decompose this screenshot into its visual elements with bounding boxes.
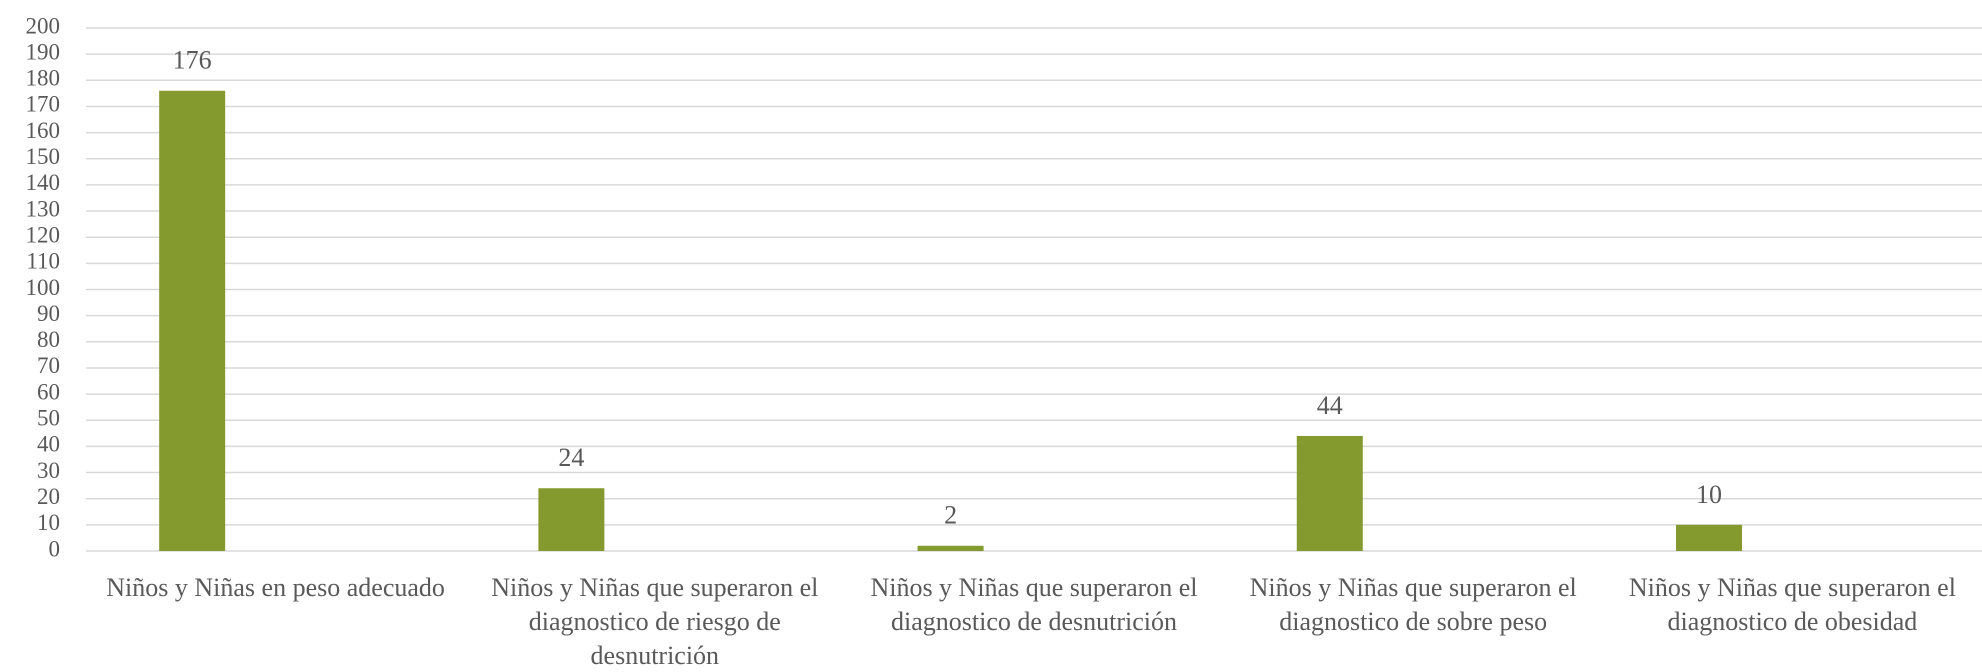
y-tick-label: 140 xyxy=(26,170,61,195)
data-label: 2 xyxy=(944,501,957,530)
x-tick-label: Niños y Niñas en peso adecuado xyxy=(106,573,445,602)
y-tick-label: 120 xyxy=(26,222,61,247)
y-tick-label: 100 xyxy=(26,275,61,300)
y-tick-label: 150 xyxy=(26,144,61,169)
bar xyxy=(1296,435,1363,551)
y-tick-label: 60 xyxy=(37,379,60,404)
y-tick-label: 40 xyxy=(37,432,60,457)
y-tick-label: 170 xyxy=(26,92,61,117)
data-label: 10 xyxy=(1696,480,1722,509)
y-tick-label: 70 xyxy=(37,353,60,378)
y-tick-label: 90 xyxy=(37,301,60,326)
y-tick-label: 30 xyxy=(37,458,60,483)
y-tick-label: 130 xyxy=(26,196,61,221)
y-tick-label: 0 xyxy=(49,536,61,561)
y-tick-label: 10 xyxy=(37,510,60,535)
data-label: 176 xyxy=(173,46,212,75)
x-tick-label: Niños y Niñas que superaron el diagnostic… xyxy=(1250,573,1577,636)
bar xyxy=(159,90,226,551)
y-tick-label: 110 xyxy=(26,249,60,274)
y-tick-label: 180 xyxy=(26,66,61,91)
x-tick-label: Niños y Niñas que superaron el diagnostic… xyxy=(491,573,818,670)
x-tick-label: Niños y Niñas que superaron el diagnostic… xyxy=(1629,573,1956,636)
x-tick-label: Niños y Niñas que superaron el diagnostic… xyxy=(870,573,1197,636)
bar xyxy=(538,488,605,551)
data-label: 24 xyxy=(558,443,584,472)
y-tick-label: 160 xyxy=(26,118,61,143)
y-tick-label: 80 xyxy=(37,327,60,352)
bar xyxy=(1675,524,1742,551)
y-tick-label: 20 xyxy=(37,484,60,509)
data-label: 44 xyxy=(1317,391,1343,420)
bar xyxy=(917,545,984,551)
y-tick-label: 190 xyxy=(26,39,61,64)
y-tick-label: 200 xyxy=(26,13,61,38)
y-tick-label: 50 xyxy=(37,406,60,431)
